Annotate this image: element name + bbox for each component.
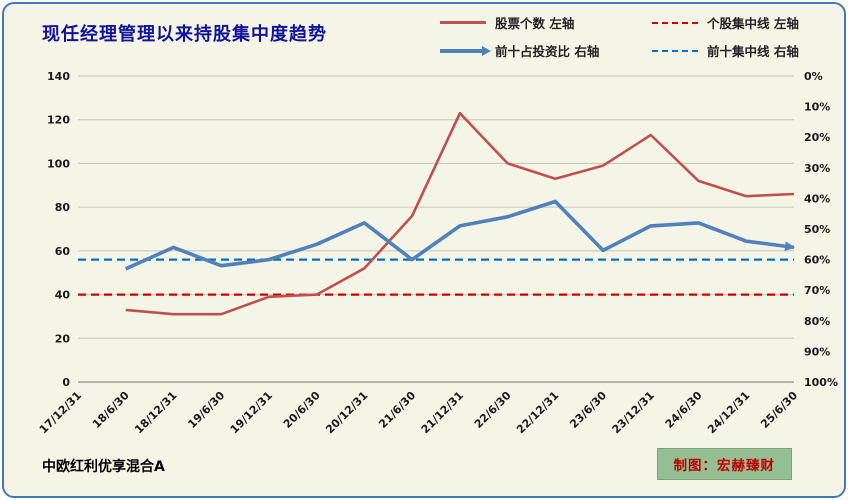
svg-text:21/6/30: 21/6/30 [376,389,418,431]
svg-text:80%: 80% [804,315,830,328]
legend: 股票个数 左轴 个股集中线 左轴 前十占投资比 右轴 前十集中线 右轴 [440,13,799,60]
svg-text:19/12/31: 19/12/31 [228,389,275,436]
legend-label-stock-concentration-line: 个股集中线 左轴 [707,16,799,31]
svg-text:90%: 90% [804,345,830,358]
svg-text:60%: 60% [804,254,830,267]
svg-text:30%: 30% [804,162,830,175]
fund-name: 中欧红利优享混合A [42,459,165,475]
svg-text:17/12/31: 17/12/31 [37,389,84,436]
credit-badge: 制图：宏赫臻财 [656,448,792,480]
svg-text:100%: 100% [804,376,838,389]
svg-text:120: 120 [47,114,70,127]
svg-text:20: 20 [55,332,71,345]
svg-text:60: 60 [55,245,71,258]
legend-blue-dashed-line-icon [652,49,698,52]
svg-text:19/6/30: 19/6/30 [185,389,227,431]
svg-text:0: 0 [62,376,70,389]
svg-text:80: 80 [55,201,71,214]
legend-label-top10-ratio: 前十占投资比 右轴 [495,44,600,59]
svg-text:20/12/31: 20/12/31 [323,389,370,436]
svg-text:18/12/31: 18/12/31 [132,389,179,436]
legend-label-stock-count: 股票个数 左轴 [495,16,575,31]
trend-line-chart: 0 20 40 60 80 100 120 140 0% 10% 20% 30% 40% 50% 60% 70… [37,70,838,436]
legend-red-solid-line-icon [440,21,486,24]
legend-item-stock-count: 股票个数 左轴 [440,13,652,32]
legend-label-top10-concentration-line: 前十集中线 右轴 [707,44,799,59]
svg-text:40%: 40% [804,192,830,205]
svg-text:25/6/30: 25/6/30 [758,389,800,431]
legend-blue-arrow-line-icon [440,48,486,53]
svg-text:21/12/31: 21/12/31 [419,389,466,436]
chart-title: 现任经理管理以来持股集中度趋势 [42,24,327,45]
legend-item-top10-ratio: 前十占投资比 右轴 [440,41,652,60]
svg-text:23/6/30: 23/6/30 [567,389,609,431]
svg-text:22/12/31: 22/12/31 [514,389,561,436]
svg-text:24/12/31: 24/12/31 [705,389,752,436]
svg-text:20%: 20% [804,131,830,144]
svg-text:22/6/30: 22/6/30 [472,389,514,431]
svg-text:40: 40 [55,289,71,302]
svg-text:50%: 50% [804,223,830,236]
svg-text:24/6/30: 24/6/30 [663,389,705,431]
svg-text:18/6/30: 18/6/30 [90,389,132,431]
legend-item-top10-concentration-line: 前十集中线 右轴 [652,41,799,60]
svg-text:140: 140 [47,70,70,83]
svg-text:0%: 0% [804,70,823,83]
legend-item-stock-concentration-line: 个股集中线 左轴 [652,13,799,32]
svg-text:10%: 10% [804,101,830,114]
legend-red-dashed-line-icon [652,21,698,24]
svg-text:70%: 70% [804,284,830,297]
svg-text:20/6/30: 20/6/30 [281,389,323,431]
svg-text:23/12/31: 23/12/31 [610,389,657,436]
svg-text:100: 100 [47,157,70,170]
